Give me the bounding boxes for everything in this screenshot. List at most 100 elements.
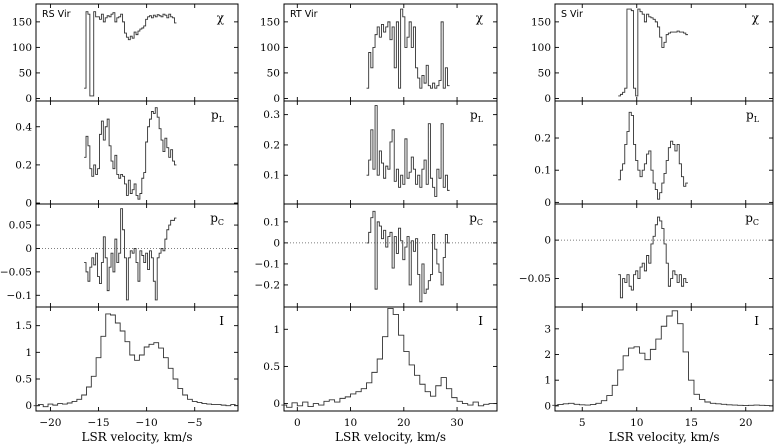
panel-frame [554, 100, 774, 205]
panel-frame [554, 306, 774, 412]
panel-label: pL [470, 108, 484, 124]
data-series [552, 310, 771, 407]
panel-frame [554, 203, 774, 308]
panel-1-2: −0.2 −0.1 0 0.1 pC [255, 203, 498, 308]
y-tick-label: 100 [531, 42, 551, 54]
y-tick-label: 2 [544, 349, 551, 361]
y-tick-label: 0 [25, 93, 32, 105]
x-tick-label: −20 [39, 417, 61, 429]
y-tick-label: 3 [544, 323, 551, 335]
panel-0-1: 0 0.2 0.4 pL [15, 100, 239, 210]
panel-label-main: I [219, 314, 224, 328]
x-tick-label: −15 [87, 417, 109, 429]
panel-label-sub: C [753, 218, 759, 227]
panel-label-main: χ [752, 11, 760, 25]
y-tick-label: 1 [273, 324, 280, 336]
data-series [618, 8, 688, 97]
y-tick-label: 0.1 [263, 170, 280, 182]
x-axis-label: LSR velocity, km/s [608, 430, 719, 444]
y-tick-label: 0.5 [263, 361, 280, 373]
data-series [84, 208, 177, 301]
panel-2-0: 0 50 100 150 χ [531, 3, 774, 105]
y-tick-label: −0.05 [0, 266, 32, 278]
panel-label: pL [746, 108, 760, 124]
panel-label-sub: L [754, 115, 760, 124]
y-tick-label: 0.1 [263, 216, 280, 228]
y-tick-label: 1 [544, 375, 551, 387]
panel-frame [283, 203, 498, 308]
panel-label-main: p [746, 108, 754, 122]
panel-label-main: I [754, 314, 759, 328]
data-series [366, 105, 450, 197]
panel-label-main: p [210, 211, 218, 225]
y-tick-label: 1.5 [15, 320, 32, 332]
panel-frame [35, 203, 239, 308]
y-tick-label: 150 [260, 16, 280, 28]
y-tick-label: −0.2 [255, 279, 281, 291]
panel-frame [554, 3, 774, 102]
x-tick-label: −5 [187, 417, 202, 429]
panel-label-main: p [211, 108, 219, 122]
panel-label-main: p [469, 211, 477, 225]
x-axis-label: LSR velocity, km/s [81, 430, 192, 444]
x-tick-label: −10 [136, 417, 158, 429]
panel-1-3: 0 0.5 1 I [263, 306, 498, 412]
y-tick-label: 1 [25, 347, 32, 359]
panel-2-3: 0 1 2 3 I [544, 306, 774, 412]
panel-2-2: −0.05 0 pC [519, 203, 774, 308]
panel-label: χ [476, 11, 484, 25]
y-tick-label: 0 [25, 243, 32, 255]
y-tick-label: 0 [25, 198, 32, 210]
y-tick-label: 0.2 [534, 133, 551, 145]
x-tick-label: 20 [397, 417, 410, 429]
star-name: RT Vir [290, 9, 318, 20]
y-tick-label: 0 [273, 237, 280, 249]
panel-label-main: χ [217, 11, 225, 25]
data-series [84, 11, 177, 97]
data-series [84, 107, 177, 200]
data-series [33, 313, 236, 408]
x-tick-label: 10 [630, 417, 643, 429]
y-tick-label: −0.1 [255, 258, 281, 270]
y-tick-label: 0 [544, 400, 551, 412]
y-tick-label: 0.4 [15, 121, 32, 133]
panel-label: I [754, 314, 759, 328]
x-tick-label: 20 [739, 417, 752, 429]
y-tick-label: 50 [19, 67, 32, 79]
panel-0-3: 0 0.5 1 1.5 I [15, 306, 239, 412]
y-tick-label: 0.1 [534, 165, 551, 177]
star-name: RS Vir [42, 9, 71, 20]
panel-label: I [478, 314, 483, 328]
y-tick-label: 0 [544, 93, 551, 105]
panel-label-sub: L [478, 115, 484, 124]
panel-label-main: p [745, 211, 753, 225]
y-tick-label: 0.2 [263, 139, 280, 151]
panel-frame [283, 306, 498, 412]
data-series [366, 8, 450, 89]
panel-label-sub: L [219, 115, 225, 124]
x-tick-label: 10 [344, 417, 357, 429]
data-series [618, 111, 688, 200]
y-tick-label: 0 [273, 93, 280, 105]
panel-label: pC [469, 211, 483, 227]
panel-label: pC [745, 211, 759, 227]
y-tick-label: −0.05 [519, 273, 551, 285]
y-tick-label: 0 [273, 398, 280, 410]
panel-label-sub: C [218, 218, 224, 227]
y-tick-label: 150 [531, 16, 551, 28]
y-tick-label: 0 [25, 400, 32, 412]
panel-label: χ [217, 11, 225, 25]
data-series [281, 308, 495, 408]
panel-label-sub: C [477, 218, 483, 227]
y-tick-label: 50 [538, 67, 551, 79]
panel-label-main: χ [476, 11, 484, 25]
panel-label: pL [211, 108, 225, 124]
x-tick-label: 15 [685, 417, 698, 429]
panel-label: χ [752, 11, 760, 25]
x-tick-label: 5 [579, 417, 586, 429]
y-tick-label: 0.05 [9, 220, 32, 232]
panel-label-main: p [470, 108, 478, 122]
